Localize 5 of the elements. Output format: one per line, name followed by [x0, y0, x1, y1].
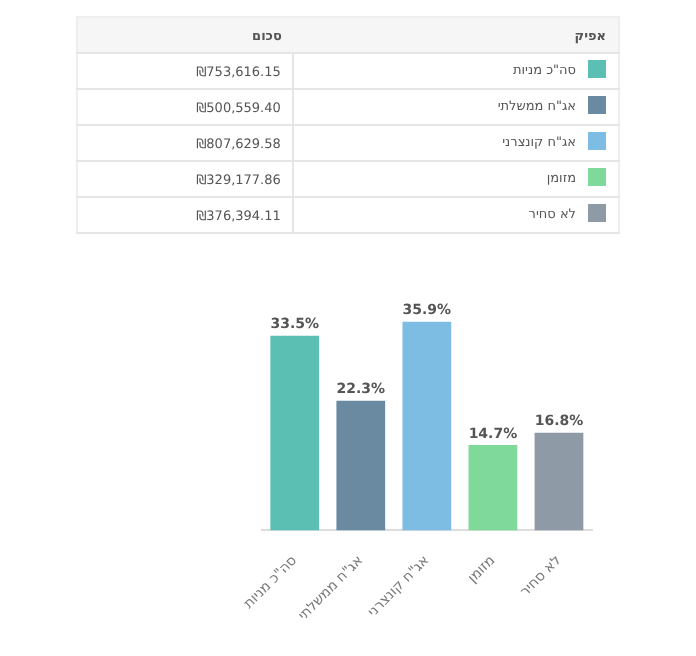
bar — [336, 400, 386, 531]
bar — [468, 445, 518, 531]
bar — [270, 335, 320, 531]
bar — [402, 321, 452, 531]
bar — [534, 432, 584, 531]
